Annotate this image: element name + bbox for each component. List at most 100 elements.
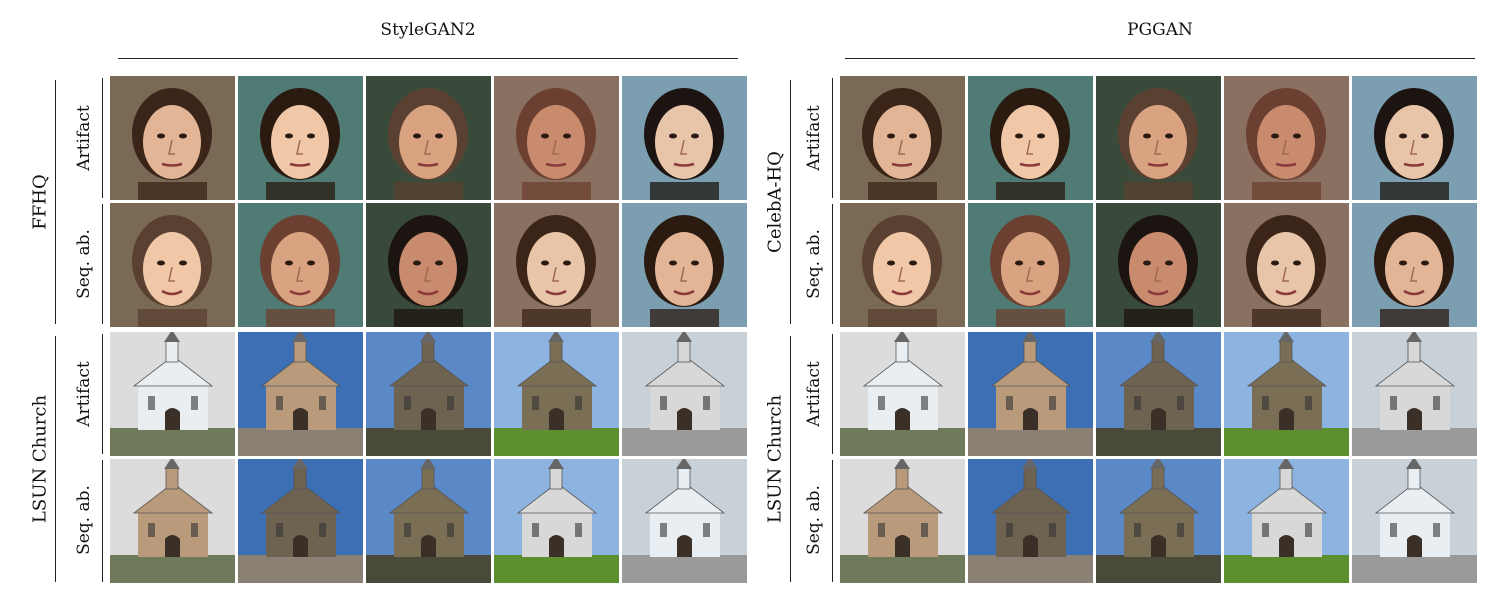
row-bracket [832, 78, 833, 198]
church-image-tile [494, 459, 619, 583]
row-bracket [102, 78, 103, 198]
church-image-tile [366, 459, 491, 583]
church-thumbnail [1352, 459, 1477, 583]
church-thumbnail [622, 459, 747, 583]
title-underline-pggan [845, 58, 1475, 59]
face-image-tile [1096, 203, 1221, 327]
face-thumbnail [110, 76, 235, 200]
church-thumbnail [110, 459, 235, 583]
face-image-tile [968, 76, 1093, 200]
church-thumbnail [840, 332, 965, 456]
church-image-tile [238, 332, 363, 456]
church-thumbnail [110, 332, 235, 456]
church-thumbnail [1096, 459, 1221, 583]
face-image-tile [366, 203, 491, 327]
face-image-tile [1224, 76, 1349, 200]
face-image-tile [1352, 203, 1477, 327]
row-label-seq-ab: Seq. ab. [804, 229, 824, 299]
image-grid [110, 332, 747, 583]
row-bracket [102, 204, 103, 324]
panel-title-pggan: PGGAN [1127, 20, 1193, 40]
church-thumbnail [968, 459, 1093, 583]
church-image-tile [1224, 459, 1349, 583]
church-image-tile [110, 332, 235, 456]
face-thumbnail [494, 203, 619, 327]
row-label-artifact: Artifact [804, 105, 824, 171]
church-thumbnail [366, 459, 491, 583]
row-label-artifact: Artifact [74, 361, 94, 427]
face-thumbnail [968, 203, 1093, 327]
face-thumbnail [1352, 76, 1477, 200]
face-image-tile [238, 203, 363, 327]
face-image-tile [238, 76, 363, 200]
church-image-tile [1096, 332, 1221, 456]
church-thumbnail [1224, 459, 1349, 583]
dataset-label-ffhq: FFHQ [29, 174, 51, 230]
dataset-label-lsun-church: LSUN Church [29, 394, 51, 524]
face-thumbnail [238, 76, 363, 200]
row-label-seq-ab: Seq. ab. [74, 229, 94, 299]
church-thumbnail [366, 332, 491, 456]
row-label-artifact: Artifact [804, 361, 824, 427]
church-image-tile [1224, 332, 1349, 456]
image-grid [840, 76, 1477, 327]
church-image-tile [110, 459, 235, 583]
dataset-label-lsun-church: LSUN Church [764, 394, 786, 524]
face-thumbnail [840, 203, 965, 327]
church-image-tile [238, 459, 363, 583]
dataset-bracket-lsun-church [790, 336, 791, 582]
church-image-tile [494, 332, 619, 456]
church-image-tile [1096, 459, 1221, 583]
church-image-tile [1352, 332, 1477, 456]
face-image-tile [968, 203, 1093, 327]
row-label-seq-ab: Seq. ab. [804, 485, 824, 555]
face-thumbnail [366, 76, 491, 200]
face-image-tile [1352, 76, 1477, 200]
image-grid [110, 76, 747, 327]
image-grid [840, 332, 1477, 583]
church-thumbnail [1096, 332, 1221, 456]
face-thumbnail [1096, 203, 1221, 327]
title-underline-stylegan2 [118, 58, 738, 59]
row-bracket [102, 334, 103, 454]
church-thumbnail [968, 332, 1093, 456]
face-thumbnail [622, 76, 747, 200]
church-image-tile [622, 332, 747, 456]
row-bracket [102, 460, 103, 582]
face-thumbnail [968, 76, 1093, 200]
church-thumbnail [1224, 332, 1349, 456]
church-image-tile [1352, 459, 1477, 583]
face-image-tile [840, 76, 965, 200]
dataset-bracket-lsun-church [55, 336, 56, 582]
face-thumbnail [494, 76, 619, 200]
dataset-bracket-celeba-hq [790, 80, 791, 324]
face-image-tile [622, 76, 747, 200]
row-bracket [832, 204, 833, 324]
church-image-tile [968, 459, 1093, 583]
church-image-tile [366, 332, 491, 456]
face-thumbnail [1224, 76, 1349, 200]
church-thumbnail [840, 459, 965, 583]
face-thumbnail [238, 203, 363, 327]
face-image-tile [366, 76, 491, 200]
face-thumbnail [1224, 203, 1349, 327]
face-image-tile [840, 203, 965, 327]
face-image-tile [494, 76, 619, 200]
face-image-tile [622, 203, 747, 327]
face-image-tile [110, 76, 235, 200]
church-image-tile [622, 459, 747, 583]
face-image-tile [1224, 203, 1349, 327]
face-thumbnail [840, 76, 965, 200]
row-bracket [832, 334, 833, 454]
face-image-tile [494, 203, 619, 327]
row-label-seq-ab: Seq. ab. [74, 485, 94, 555]
church-thumbnail [1352, 332, 1477, 456]
church-thumbnail [494, 459, 619, 583]
church-thumbnail [238, 459, 363, 583]
face-image-tile [1096, 76, 1221, 200]
dataset-label-celeba-hq: CelebA-HQ [764, 151, 786, 253]
church-thumbnail [622, 332, 747, 456]
face-thumbnail [1096, 76, 1221, 200]
face-thumbnail [110, 203, 235, 327]
face-thumbnail [1352, 203, 1477, 327]
